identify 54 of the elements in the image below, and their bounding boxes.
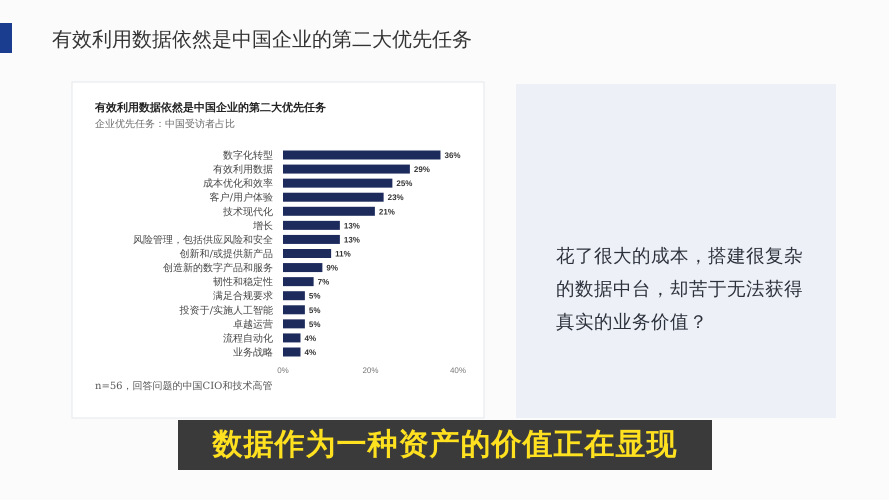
data-label: 7%	[318, 278, 330, 287]
y-tick-label: 增长	[252, 220, 273, 232]
y-tick-label: 数字化转型	[223, 150, 273, 162]
y-tick-label: 韧性和稳定性	[213, 276, 273, 288]
y-tick-label: 创新和/或提供新产品	[180, 248, 273, 260]
bar	[283, 164, 410, 174]
y-tick-label: 客户/用户体验	[210, 192, 273, 204]
y-tick-label: 卓越运营	[233, 318, 273, 330]
x-tick-label: 20%	[362, 366, 379, 375]
chart-title: 有效利用数据依然是中国企业的第二大优先任务	[94, 101, 326, 114]
y-tick-label: 满足合规要求	[213, 290, 273, 302]
bar	[283, 348, 300, 356]
data-label: 21%	[378, 207, 395, 216]
bar	[283, 319, 305, 328]
data-label: 13%	[344, 235, 360, 244]
text: 数据作为一种资产的价值正在显现	[178, 420, 712, 470]
bar	[283, 150, 440, 160]
x-tick-label: 0%	[277, 366, 289, 375]
y-tick-label: 流程自动化	[223, 332, 273, 344]
bar	[283, 305, 305, 314]
y-tick-label: 有效利用数据	[213, 164, 273, 176]
text: 花了很大的成本，搭建很复杂的数据中台，却苦于无法获得真实的业务价值？	[556, 245, 804, 335]
bar	[283, 263, 322, 272]
bar	[283, 277, 314, 286]
text: n=56，回答问题的中国CIO和技术高管	[95, 380, 272, 392]
data-label: 29%	[414, 165, 430, 174]
data-label: 13%	[344, 221, 360, 230]
bar	[283, 178, 392, 188]
data-label: 11%	[335, 250, 351, 258]
y-tick-label: 业务战略	[233, 346, 273, 358]
data-label: 4%	[304, 348, 316, 357]
data-label: 9%	[326, 264, 338, 273]
text: 企业优先任务：中国受访者占比	[95, 118, 235, 130]
text: 有效利用数据依然是中国企业的第二大优先任务	[52, 26, 472, 53]
y-tick-label: 风险管理，包括供应风险和安全	[133, 234, 273, 246]
bar	[283, 291, 305, 300]
data-label: 36%	[444, 151, 461, 160]
bar	[283, 206, 375, 216]
bar	[283, 192, 384, 202]
data-label: 5%	[308, 292, 320, 301]
bar	[283, 220, 340, 230]
data-label: 4%	[304, 334, 316, 343]
y-tick-label: 成本优化和效率	[203, 178, 273, 190]
data-label: 23%	[388, 193, 404, 202]
y-tick-label: 技术现代化	[222, 206, 273, 218]
y-tick-label: 投资于/实施人工智能	[178, 304, 273, 316]
data-label: 5%	[308, 306, 320, 315]
bar	[283, 249, 332, 258]
data-label: 25%	[396, 179, 412, 188]
y-tick-label: 创造新的数字产品和服务	[163, 262, 273, 274]
data-label: 5%	[308, 320, 320, 329]
bar	[283, 333, 300, 342]
x-tick-label: 40%	[450, 366, 466, 375]
bar	[283, 234, 340, 244]
